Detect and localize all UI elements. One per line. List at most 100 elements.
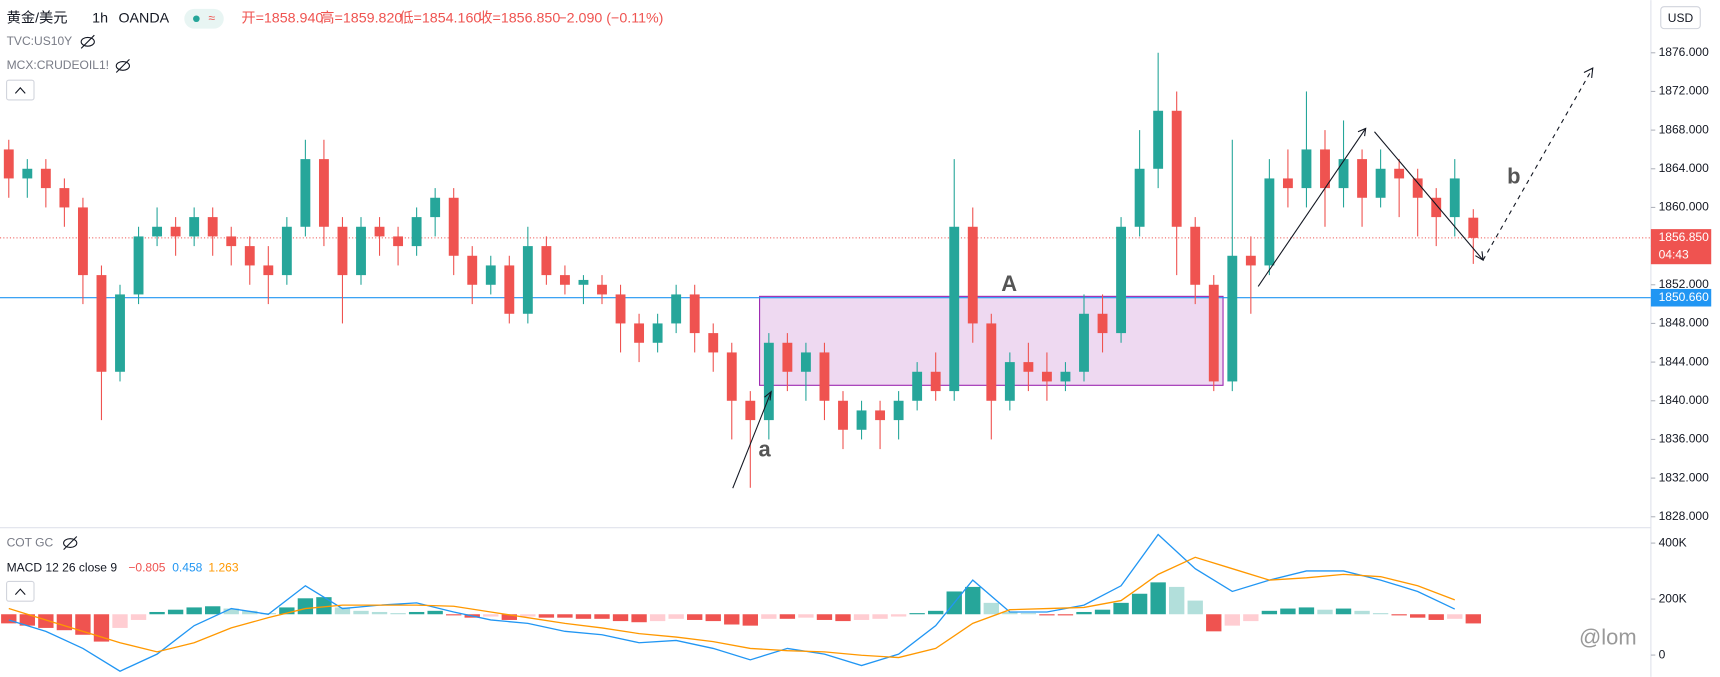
candle-body xyxy=(133,236,144,295)
macd-hist-bar xyxy=(853,614,870,620)
arrow-head xyxy=(764,390,772,401)
candle-body xyxy=(1468,217,1479,238)
macd-hist-bar xyxy=(334,607,351,615)
y-tick-label: 1828.000 xyxy=(1659,509,1710,523)
candle-body xyxy=(800,352,811,372)
macd-hist-bar xyxy=(724,614,740,625)
eye-icon[interactable] xyxy=(80,34,95,49)
macd-hist-bar xyxy=(390,613,406,615)
candle-body xyxy=(1134,168,1145,227)
macd-hist-bar xyxy=(909,613,925,615)
eye-icon[interactable] xyxy=(63,536,78,551)
candle-body xyxy=(745,400,756,421)
macd-hist-bar xyxy=(1169,586,1185,615)
candle-body xyxy=(40,168,51,189)
y2-tick-label: 400K xyxy=(1659,535,1687,549)
candle-body xyxy=(912,371,923,401)
macd-legend: MACD 12 26 close 9 xyxy=(7,560,118,574)
collapse-button[interactable] xyxy=(6,79,35,101)
candle-body xyxy=(893,400,904,421)
macd-hist-bar xyxy=(816,614,833,620)
macd-hist-bar xyxy=(446,614,462,616)
candle-body xyxy=(281,226,292,276)
projection-line xyxy=(1482,67,1594,261)
y-tick-label: 1840.000 xyxy=(1659,393,1710,407)
macd-hist-bar xyxy=(965,586,981,615)
candle-body xyxy=(3,149,14,179)
macd-hist-bar xyxy=(483,614,499,617)
open: 开=1858.940 xyxy=(241,11,323,27)
y-tick-label: 1832.000 xyxy=(1659,470,1710,484)
macd-hist-bar xyxy=(1372,613,1389,615)
candle-body xyxy=(22,168,33,179)
macd-hist-bar xyxy=(112,614,128,628)
macd-hist-bar xyxy=(1076,611,1092,615)
y-tick-label: 1868.000 xyxy=(1659,122,1710,136)
macd-hist-bar xyxy=(205,606,221,615)
candle-body xyxy=(1320,149,1330,189)
symbol: 黄金/美元 xyxy=(7,10,68,27)
candle-body xyxy=(689,294,700,334)
signal-line xyxy=(8,556,1455,659)
macd-hist-bar xyxy=(594,614,610,619)
macd-hist-bar xyxy=(353,610,369,615)
candle-body xyxy=(226,236,237,247)
macd-hist-bar xyxy=(167,609,184,615)
candle-body xyxy=(1245,255,1256,266)
macd-hist-bar xyxy=(149,611,165,615)
macd-hist-bar xyxy=(186,607,202,615)
candle-body xyxy=(1227,255,1238,382)
macd-hist-bar xyxy=(983,602,999,615)
macd-hist-bar xyxy=(520,614,536,617)
macd-hist-bar xyxy=(1057,614,1074,616)
eye-icon[interactable] xyxy=(115,58,130,73)
macd-hist-bar xyxy=(1243,614,1259,622)
macd-hist-bar xyxy=(612,614,629,622)
macd-hist-bar xyxy=(872,614,888,619)
collapse-icon xyxy=(14,588,26,596)
candle-body xyxy=(615,294,626,324)
macd-hist-bar xyxy=(1410,614,1426,618)
y2-tick-label: 200K xyxy=(1659,591,1687,605)
macd-hist-bar xyxy=(408,611,425,615)
candle-body xyxy=(393,236,404,247)
candle-body xyxy=(300,159,311,227)
macd-line xyxy=(8,533,1456,672)
candle-body xyxy=(763,342,774,421)
annotation: b xyxy=(1507,164,1520,189)
candle-body xyxy=(652,323,663,343)
candle-body xyxy=(504,265,515,314)
candle-body xyxy=(1264,178,1275,266)
candle-body xyxy=(244,246,255,266)
trend-line xyxy=(1374,131,1484,261)
y-tick-label: 1848.000 xyxy=(1659,316,1710,330)
collapse-button[interactable] xyxy=(6,580,35,602)
status-dot xyxy=(193,15,200,23)
candle-body xyxy=(597,284,607,295)
macd-hist-bar xyxy=(242,610,258,615)
close: 收=1856.850 xyxy=(478,10,560,27)
candle-body xyxy=(1208,284,1219,382)
macd-hist-bar xyxy=(1447,614,1463,619)
annotation: a xyxy=(758,437,771,462)
candle-body xyxy=(96,275,107,372)
candle-body xyxy=(1116,226,1127,334)
macd-hist-bar xyxy=(928,610,944,615)
candle-body xyxy=(1153,110,1164,169)
y-tick-label: 1872.000 xyxy=(1659,84,1710,98)
status-badge[interactable] xyxy=(184,8,224,29)
candle-body xyxy=(1394,168,1405,179)
currency-button[interactable] xyxy=(1660,6,1701,30)
candle-body xyxy=(671,294,682,324)
candle-body xyxy=(189,217,200,237)
candle-body xyxy=(115,294,125,372)
candle-body xyxy=(1190,226,1201,285)
candle-body xyxy=(986,323,997,401)
high: 高=1859.820 xyxy=(320,10,402,27)
candle-body xyxy=(1171,110,1182,227)
candle-body xyxy=(337,226,348,276)
candle-body xyxy=(485,265,496,285)
